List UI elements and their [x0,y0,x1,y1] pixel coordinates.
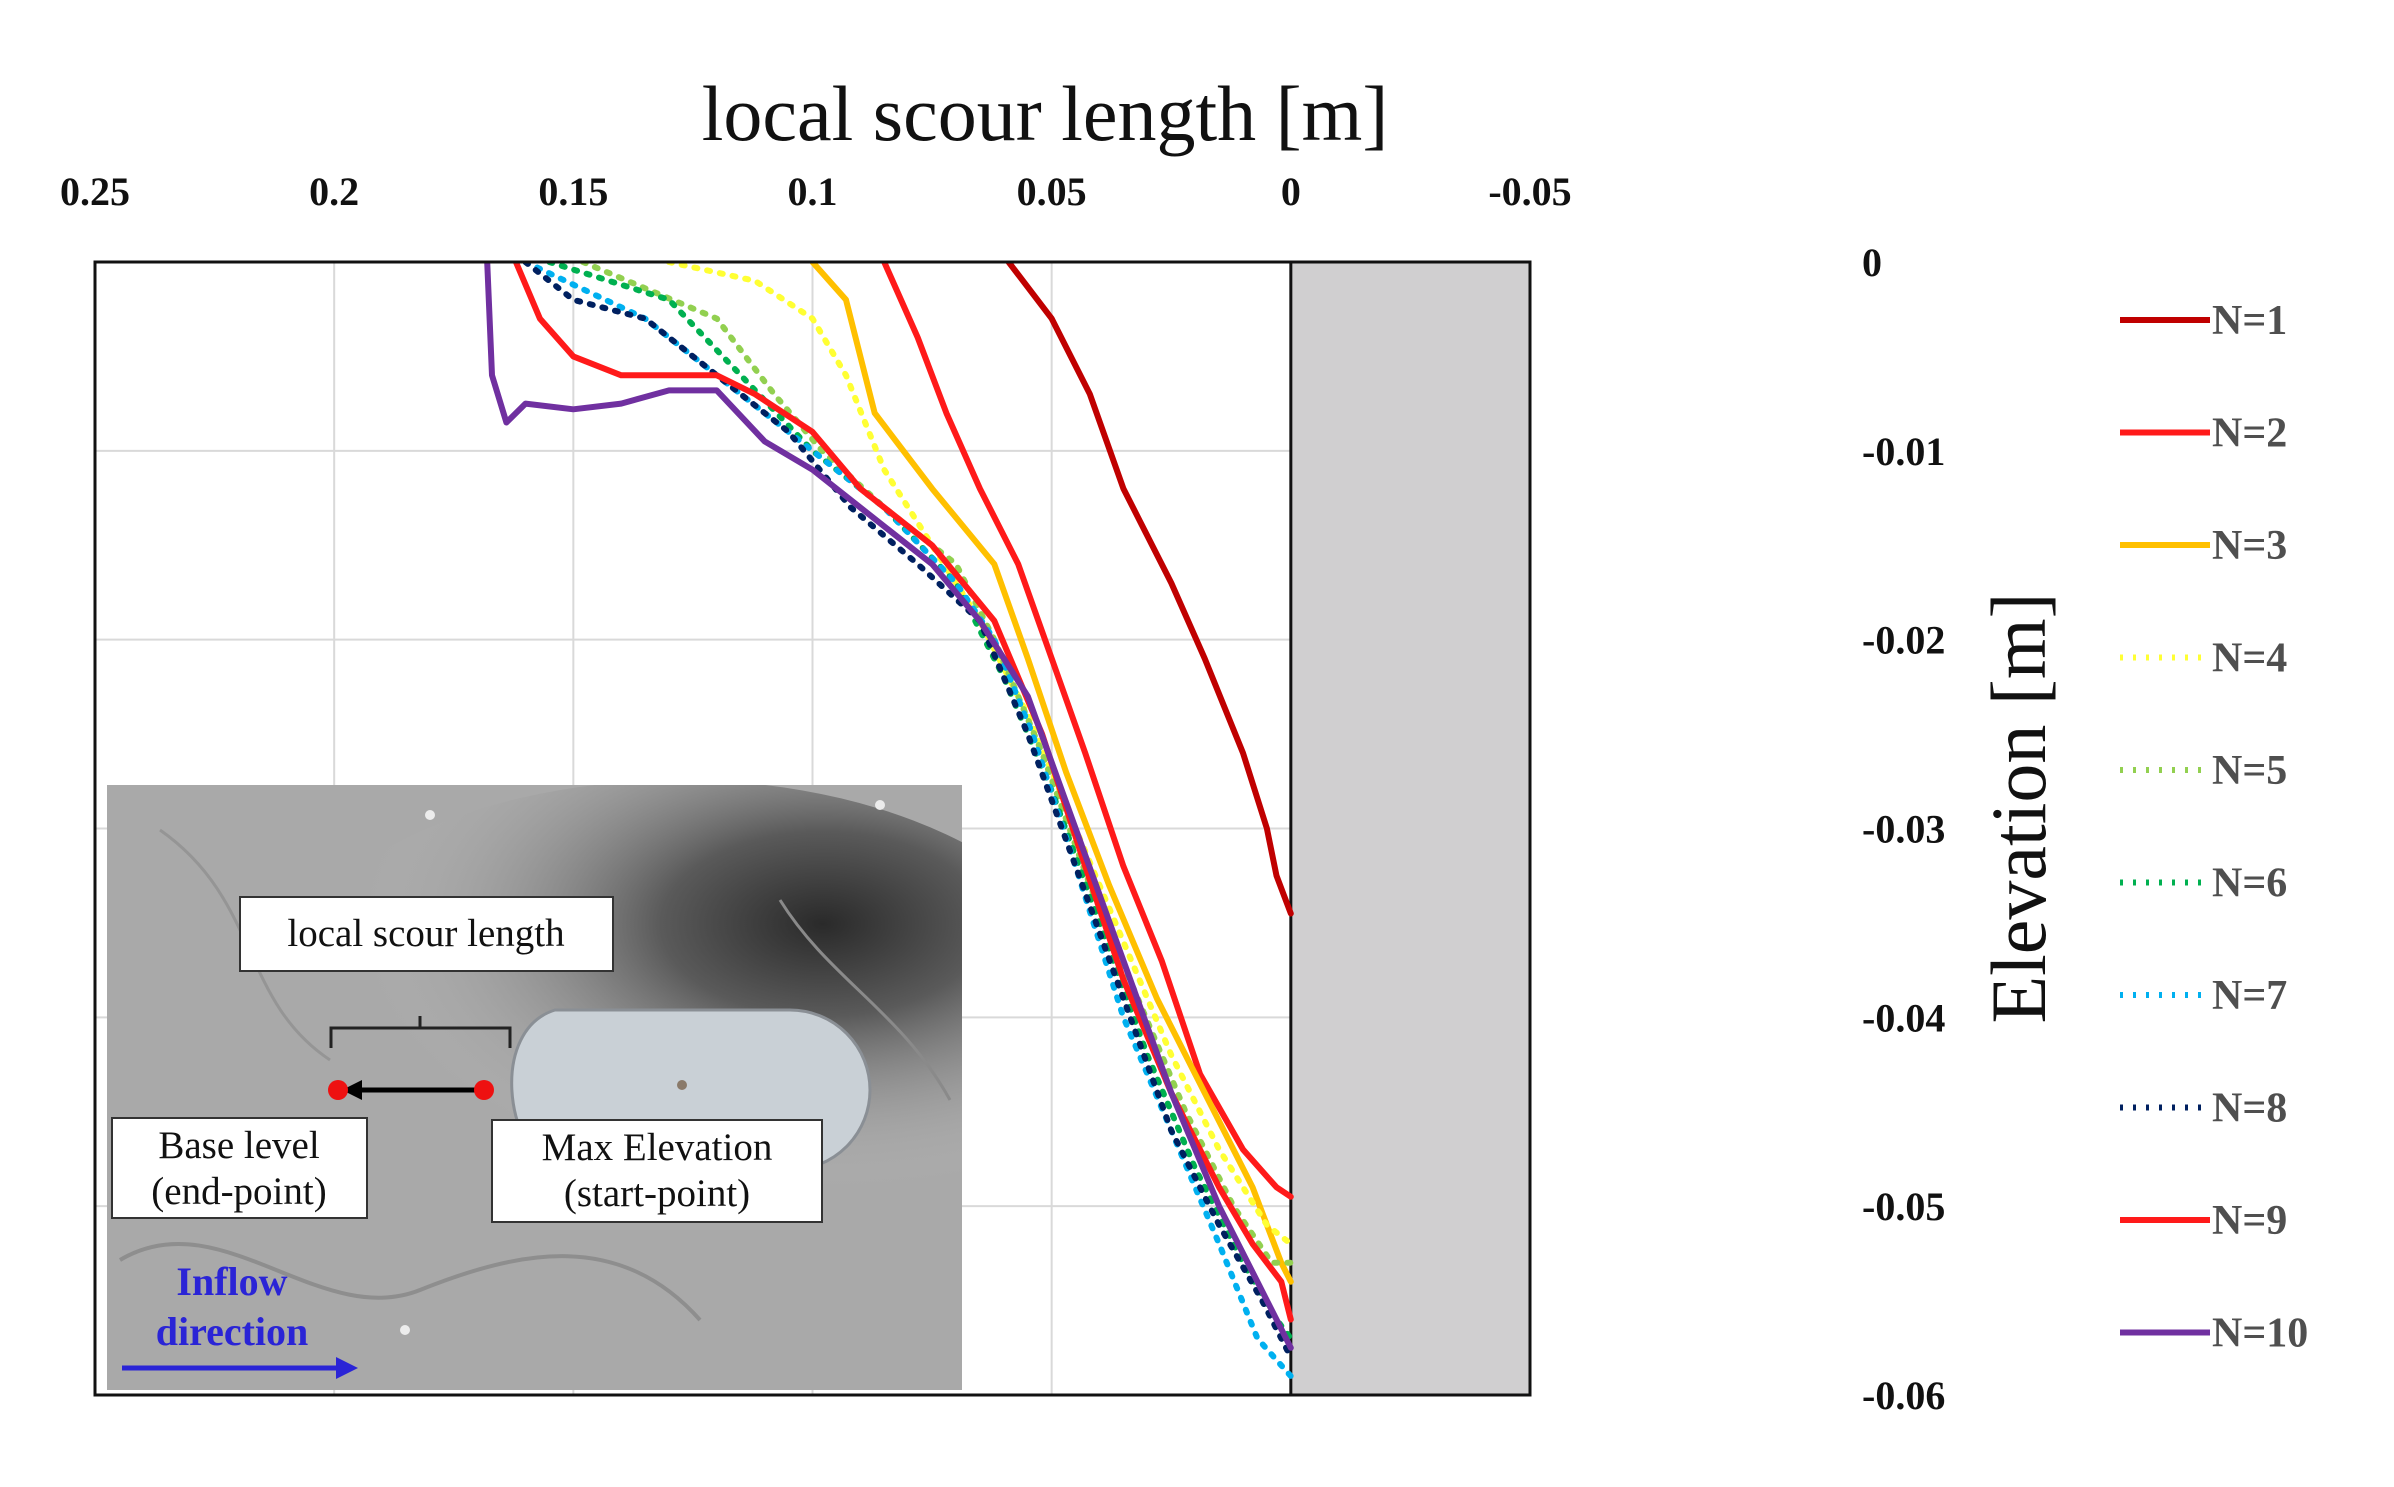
y-tick-label: -0.04 [1862,995,1945,1040]
inflow-arrowhead [336,1357,358,1379]
max-elevation-label-2: (start-point) [564,1172,750,1215]
pier-region [1289,260,1532,1397]
y-tick-label: -0.06 [1862,1373,1945,1418]
y-axis-title: Elevation [m] [1975,592,2062,1023]
x-tick-label: 0.2 [309,169,359,214]
y-tick-label: -0.02 [1862,618,1945,663]
legend-item: N=3 [2120,523,2287,569]
end-point-marker [328,1080,348,1100]
y-tick-label: 0 [1862,240,1882,285]
legend-label: N=5 [2212,748,2287,794]
series-line-n-3 [809,262,1294,1285]
legend-label: N=2 [2212,411,2287,457]
x-axis-title: local scour length [m] [702,70,1389,157]
max-elevation-label-1: Max Elevation [542,1126,773,1169]
y-tick-label: -0.03 [1862,807,1945,852]
inflow-label-1: Inflow [176,1259,287,1304]
y-tick-labels: 0 -0.01 -0.02 -0.03 -0.04 -0.05 -0.06 [1862,240,1945,1418]
legend-item: N=8 [2120,1086,2287,1132]
legend-label: N=9 [2212,1198,2287,1244]
legend-item: N=2 [2120,411,2287,457]
legend-item: N=9 [2120,1198,2287,1244]
series-line-n-6 [546,262,1294,1342]
max-elevation-box [491,1119,823,1223]
legend-item: N=7 [2120,973,2287,1019]
base-level-label-2: (end-point) [151,1170,326,1213]
legend-item: N=4 [2120,636,2287,682]
series-line-n-2 [881,262,1294,1200]
x-tick-labels: 0.25 0.2 0.15 0.1 0.05 0 -0.05 [60,169,1572,214]
legend-label: N=4 [2212,636,2287,682]
scour-label-box [239,896,614,972]
y-tick-label: -0.01 [1862,429,1945,474]
x-tick-label: 0 [1281,169,1301,214]
legend-item: N=10 [2120,1311,2308,1357]
arrowhead [342,1080,362,1100]
legend-item: N=6 [2120,861,2287,907]
x-tick-label: 0.05 [1017,169,1087,214]
series-line-n-1 [1005,262,1294,917]
scour-bracket [329,1016,512,1048]
series-line-n-5 [579,262,1294,1266]
inflow-label-2: direction [156,1309,309,1354]
x-tick-label: 0.25 [60,169,130,214]
series-layer [484,262,1294,1380]
series-line-n-7 [522,262,1294,1380]
legend-label: N=6 [2212,861,2287,907]
legend-item: N=1 [2120,298,2287,344]
legend-label: N=10 [2212,1311,2308,1357]
base-level-label-1: Base level [158,1124,320,1167]
legend-label: N=8 [2212,1086,2287,1132]
series-line-n-9 [512,262,1294,1323]
x-tick-label: 0.15 [538,169,608,214]
legend-item: N=5 [2120,748,2287,794]
legend-label: N=3 [2212,523,2287,569]
scour-label: local scour length [287,912,564,955]
plot-frame [93,260,1532,1397]
legend-label: N=1 [2212,298,2287,344]
start-point-marker [474,1080,494,1100]
y-tick-label: -0.05 [1862,1184,1945,1229]
legend-label: N=7 [2212,973,2287,1019]
x-tick-label: 0.1 [788,169,838,214]
base-level-box [111,1117,368,1219]
inset-photo: local scour length Base level (end-point… [107,785,962,1390]
x-tick-label: -0.05 [1488,169,1571,214]
series-line-n-10 [484,262,1294,1351]
legend: N=1 N=2 N=3 N=4 N=5 N=6 N=7 N=8 N=9 N=10 [2120,298,2308,1357]
